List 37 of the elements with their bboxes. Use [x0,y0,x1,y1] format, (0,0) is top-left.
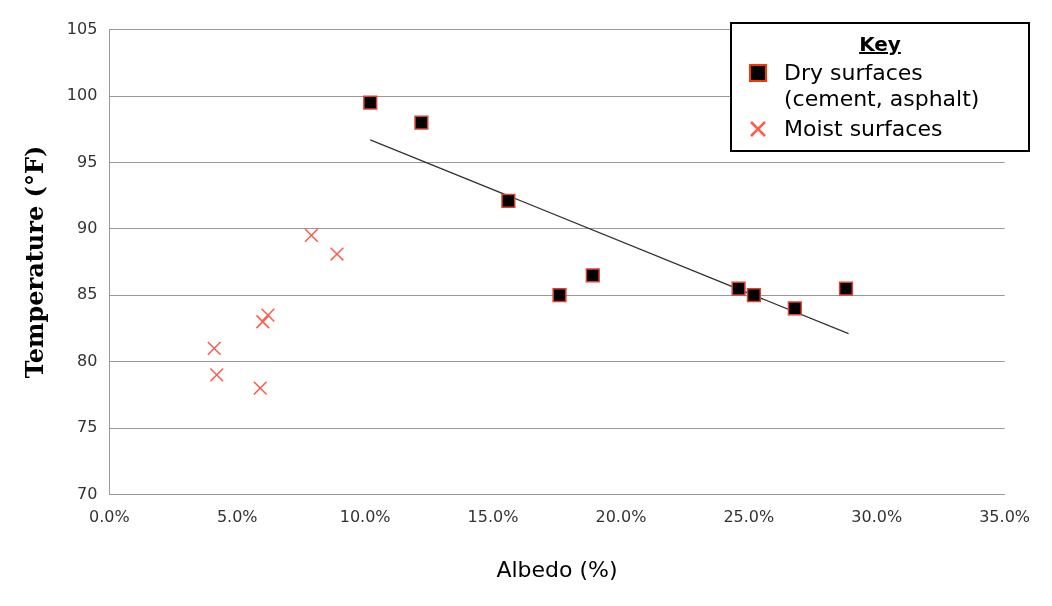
point [501,193,516,209]
y-tick-label: 80 [76,350,98,370]
x-tick-label: 20.0% [595,507,647,527]
y-axis-title: Temperature (°F) [19,145,49,379]
x-axis-title: Albedo (%) [496,556,618,582]
y-tick-label: 95 [76,151,98,171]
y-tick-label: 85 [76,284,98,304]
point [787,301,802,316]
point [414,115,429,130]
x-tick-label: 30.0% [851,507,903,527]
y-tick-label: 100 [66,85,98,105]
y-tick-label: 90 [76,217,98,237]
x-tick-label: 0.0% [89,507,130,527]
legend-label: Moist surfaces [784,116,943,142]
x-tick-label: 5.0% [216,507,258,527]
point [746,288,762,303]
y-tick-label: 105 [66,18,98,38]
legend-title: Key [858,32,902,56]
point [209,367,224,382]
point [255,314,270,329]
point [207,341,222,356]
x-tick-label: 10.0% [339,507,391,527]
point [304,228,319,243]
point [363,95,378,110]
point [585,268,600,283]
point [552,288,567,303]
x-tick-label: 35.0% [979,507,1030,527]
y-tick-label: 70 [76,483,98,503]
x-tick-label: 15.0% [467,507,519,527]
y-tick-label: 75 [76,417,98,437]
point [253,381,268,396]
point [731,281,746,296]
x-tick-label: 25.0% [723,507,775,527]
point [260,308,276,323]
legend-label: Dry surfaces (cement, asphalt) [784,60,981,112]
point [838,281,854,296]
point [329,246,345,262]
